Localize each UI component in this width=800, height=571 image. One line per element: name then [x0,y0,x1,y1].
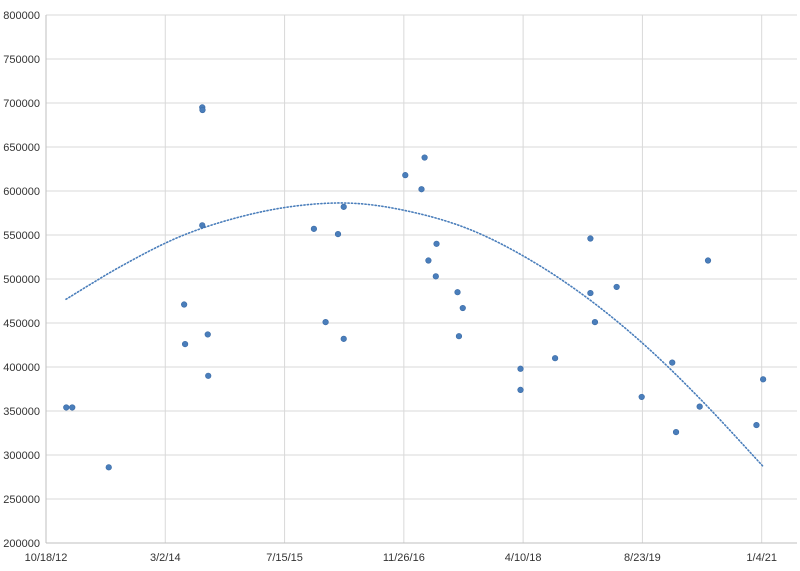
y-tick-label: 700000 [3,98,40,110]
data-point [517,386,524,393]
data-point [69,404,76,411]
data-point [181,301,188,308]
data-point [760,376,767,383]
y-tick-label: 800000 [3,10,40,22]
data-point [402,172,409,179]
axis-layer [45,15,797,544]
data-point [334,231,342,238]
data-point [199,106,206,114]
y-tick-label: 350000 [3,406,40,418]
trendline-layer [65,202,764,468]
data-point [587,235,594,242]
data-point [205,372,212,379]
points-layer [63,104,767,471]
data-point [704,257,712,264]
data-point [204,331,211,338]
data-point [455,333,463,340]
x-tick-label: 11/26/16 [383,552,425,564]
x-tick-label: 4/10/18 [505,552,542,564]
data-point [425,257,432,264]
y-tick-label: 500000 [3,274,40,286]
y-tick-label: 650000 [3,142,40,154]
x-tick-label: 10/18/12 [25,552,68,564]
y-tick-label: 300000 [3,450,40,462]
data-point [753,421,760,429]
x-tick-label: 1/4/21 [746,552,777,564]
data-point [105,464,112,471]
data-point [551,355,559,362]
data-point [340,335,347,342]
data-point [669,359,676,366]
data-point [340,203,347,210]
data-point [454,289,461,296]
data-point [638,393,645,401]
data-point [181,341,189,348]
y-tick-label: 550000 [3,230,40,242]
y-tick-label: 200000 [3,538,40,550]
x-tick-label: 3/2/14 [150,552,181,564]
data-point [587,289,594,297]
data-point [591,319,599,326]
data-point [459,304,466,312]
grid-layer [45,14,797,544]
data-point [672,429,680,436]
y-tick-label: 450000 [3,318,40,330]
trendline [65,202,764,468]
x-tick-label: 7/15/15 [266,552,303,564]
y-tick-label: 250000 [3,494,40,506]
data-point [63,404,70,411]
data-point [421,154,428,161]
y-tick-label: 750000 [3,54,40,66]
x-tick-label: 8/23/19 [624,552,661,564]
data-point [432,273,439,280]
data-point [310,225,318,232]
data-point [696,403,703,410]
data-point [517,365,524,372]
y-tick-label: 600000 [3,186,40,198]
tick-labels-layer: 200000 250000 300000 350000 400000 450000 5000… [3,10,777,564]
data-point [199,222,206,229]
data-point [418,186,425,193]
data-point [613,283,620,291]
y-tick-label: 400000 [3,362,40,374]
data-point [322,319,329,326]
data-point [433,240,440,247]
